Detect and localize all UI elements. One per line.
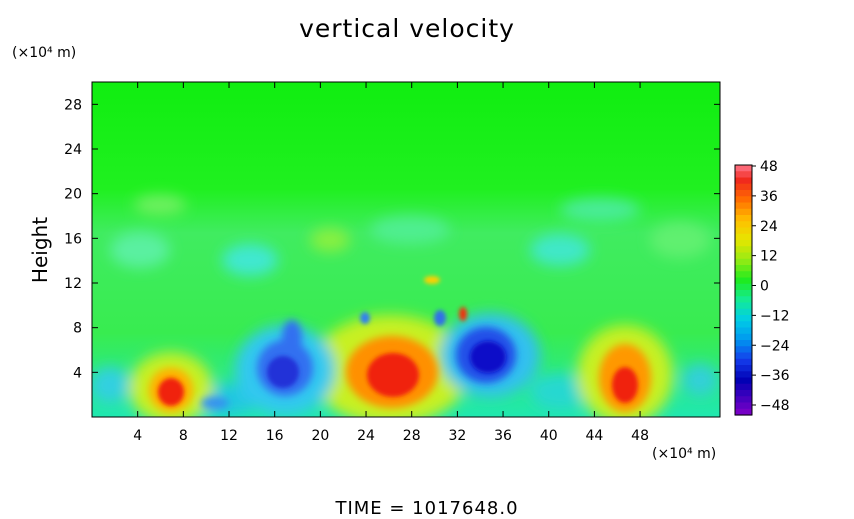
colorbar-band — [735, 258, 752, 266]
colorbar-band — [735, 327, 752, 335]
x-tick-label: 48 — [631, 428, 649, 444]
colorbar-band — [735, 402, 752, 410]
colorbar-band — [735, 208, 752, 216]
colorbar-band — [735, 165, 752, 172]
x-tick-label: 36 — [494, 428, 512, 444]
colorbar-band — [735, 227, 752, 235]
colorbar-band — [735, 202, 752, 210]
x-tick-label: 28 — [403, 428, 421, 444]
colorbar-tick-label: 12 — [760, 249, 778, 265]
colorbar-band — [735, 302, 752, 310]
colorbar-tick-label: 0 — [760, 279, 769, 295]
colorbar-band — [735, 396, 752, 404]
y-tick-label: 4 — [73, 365, 82, 381]
y-tick-label: 24 — [64, 142, 82, 158]
colorbar-tick-label: 36 — [760, 189, 778, 205]
colorbar-band — [735, 346, 752, 354]
y-tick-label: 8 — [73, 321, 82, 337]
colorbar-band — [735, 315, 752, 322]
colorbar-band — [735, 365, 752, 372]
colorbar-band — [735, 221, 752, 229]
colorbar-tick-label: −12 — [760, 308, 790, 324]
colorbar-tick-label: −36 — [760, 368, 790, 384]
colorbar-band — [735, 333, 752, 341]
x-tick-label: 40 — [540, 428, 558, 444]
colorbar-band — [735, 252, 752, 260]
x-tick-label: 8 — [179, 428, 188, 444]
colorbar-band — [735, 271, 752, 279]
colorbar-band — [735, 277, 752, 285]
colorbar-band — [735, 183, 752, 191]
colorbar-band — [735, 358, 752, 366]
colorbar-band — [735, 283, 752, 291]
x-tick-label: 16 — [266, 428, 284, 444]
colorbar-band — [735, 246, 752, 254]
y-axis: 4 8 12 16 20 24 28 — [64, 97, 720, 381]
colorbar-band — [735, 408, 752, 416]
time-label: TIME = 1017648.0 — [335, 498, 519, 519]
x-tick-label: 32 — [448, 428, 466, 444]
x-axis-unit: (×10⁴ m) — [652, 446, 717, 462]
colorbar-tick-label: 24 — [760, 219, 778, 235]
colorbar: 48 36 24 12 0 −12 −24 −36 −48 — [734, 159, 790, 416]
colorbar-tick-label: −24 — [760, 338, 790, 354]
colorbar-band — [735, 233, 752, 241]
colorbar-band — [735, 383, 752, 391]
colorbar-band — [735, 340, 752, 347]
y-tick-label: 12 — [64, 276, 82, 292]
colorbar-band — [735, 377, 752, 385]
plot-frame — [91, 81, 721, 418]
y-tick-label: 16 — [64, 231, 82, 247]
colorbar-band — [735, 177, 752, 185]
y-axis-unit: (×10⁴ m) — [12, 45, 77, 61]
y-tick-label: 28 — [64, 97, 82, 113]
colorbar-band — [735, 321, 752, 329]
x-tick-label: 4 — [133, 428, 142, 444]
colorbar-band — [735, 352, 752, 360]
colorbar-band — [735, 240, 752, 247]
x-tick-label: 12 — [220, 428, 238, 444]
colorbar-band — [735, 215, 752, 222]
x-tick-label: 20 — [311, 428, 329, 444]
x-tick-label: 24 — [357, 428, 375, 444]
colorbar-band — [735, 171, 752, 179]
colorbar-band — [735, 290, 752, 297]
colorbar-band — [735, 308, 752, 316]
chart-title: vertical velocity — [299, 14, 515, 43]
colorbar-tick-label: −48 — [760, 398, 790, 414]
colorbar-band — [735, 265, 752, 272]
x-axis: 4 8 12 16 20 24 28 32 36 40 44 48 — [133, 82, 649, 444]
colorbar-band — [735, 390, 752, 397]
colorbar-band — [735, 371, 752, 379]
x-tick-label: 44 — [585, 428, 603, 444]
colorbar-band — [735, 190, 752, 197]
y-tick-label: 20 — [64, 187, 82, 203]
colorbar-band — [735, 196, 752, 204]
colorbar-tick-label: 48 — [760, 159, 778, 175]
colorbar-band — [735, 296, 752, 304]
heatmap-field — [92, 82, 720, 417]
